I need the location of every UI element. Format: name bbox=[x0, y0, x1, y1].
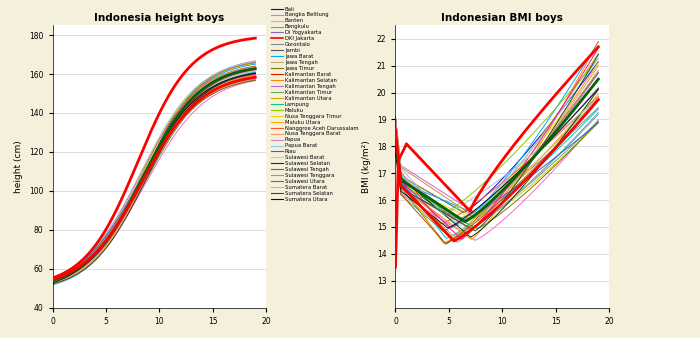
Legend: Bali, Bangka Belitung, Banten, Bengkulu, Di Yogyakarta, DKI Jakarta, Gorontalo, : Bali, Bangka Belitung, Banten, Bengkulu,… bbox=[271, 6, 359, 202]
Y-axis label: height (cm): height (cm) bbox=[15, 140, 23, 193]
Title: Indonesia height boys: Indonesia height boys bbox=[94, 13, 225, 23]
Title: Indonesian BMI boys: Indonesian BMI boys bbox=[441, 13, 564, 23]
Y-axis label: BMI (kg/m²): BMI (kg/m²) bbox=[363, 140, 371, 193]
